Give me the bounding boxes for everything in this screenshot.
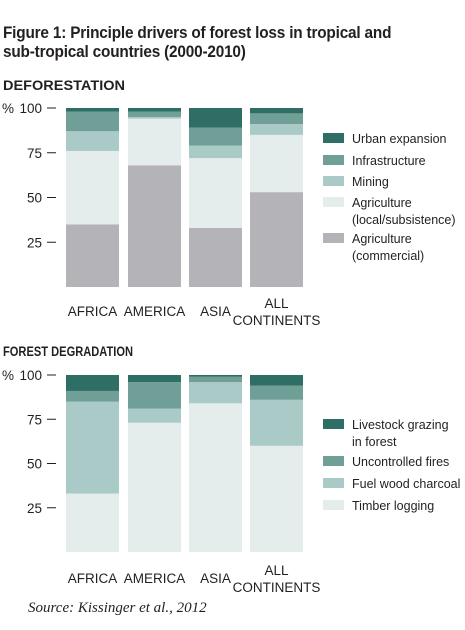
degradation-bar-segment: [66, 401, 119, 494]
deforestation-legend-swatch: [323, 133, 344, 143]
degradation-legend-swatch: [323, 478, 344, 488]
deforestation-category-label: ALL: [264, 296, 289, 311]
degradation-legend-label: Uncontrolled fires: [352, 455, 449, 469]
deforestation-bar-segment: [250, 124, 303, 135]
deforestation-bar-segment: [189, 158, 242, 228]
deforestation-bar-segment: [66, 224, 119, 287]
degradation-ytick-label: 100: [19, 368, 42, 383]
degradation-category-label: CONTINENTS: [233, 580, 321, 595]
degradation-legend-swatch: [323, 456, 344, 466]
deforestation-legend-swatch: [323, 155, 344, 165]
degradation-category-label: ASIA: [200, 571, 231, 586]
deforestation-legend-label: Agriculture: [352, 232, 412, 246]
deforestation-bar-segment: [250, 134, 303, 193]
deforestation-ylabel: %: [2, 101, 14, 116]
deforestation-ytick-label: 25: [27, 235, 42, 250]
deforestation-bar-segment: [189, 145, 242, 159]
deforestation-bar-segment: [189, 227, 242, 287]
deforestation-bar-segment: [189, 108, 242, 128]
deforestation-bar-segment: [189, 127, 242, 146]
degradation-bar-segment: [66, 493, 119, 552]
degradation-bar-segment: [189, 376, 242, 383]
degradation-bar-segment: [250, 399, 303, 446]
degradation-bar-segment: [189, 375, 242, 377]
degradation-bar-segment: [128, 422, 181, 552]
degradation-category-label: AMERICA: [124, 571, 186, 586]
deforestation-bar-segment: [128, 111, 181, 117]
degradation-bar-segment: [250, 375, 303, 386]
degradation-bar-segment: [66, 375, 119, 391]
deforestation-ytick-label: 50: [27, 191, 42, 206]
degradation-bar-segment: [189, 403, 242, 552]
degradation-bar-segment: [128, 382, 181, 409]
degradation-category-label: ALL: [264, 563, 289, 578]
deforestation-legend-label: Mining: [352, 175, 389, 189]
deforestation-bar-segment: [250, 108, 303, 114]
degradation-category-label: AFRICA: [68, 571, 118, 586]
deforestation-ytick-label: 100: [19, 101, 42, 116]
degradation-legend-label: Fuel wood charcoal: [352, 477, 460, 491]
degradation-legend-label: Livestock grazing: [352, 418, 449, 432]
deforestation-bar-segment: [66, 111, 119, 132]
deforestation-legend-label: Urban expansion: [352, 132, 447, 146]
deforestation-legend-label: (local/subsistence): [352, 213, 456, 227]
degradation-ylabel: %: [2, 368, 14, 383]
deforestation-bar-segment: [250, 192, 303, 287]
deforestation-legend-swatch: [323, 197, 344, 207]
degradation-bar-segment: [250, 445, 303, 552]
degradation-ytick-label: 50: [27, 457, 42, 472]
deforestation-bar-segment: [128, 165, 181, 287]
deforestation-legend-swatch: [323, 176, 344, 186]
deforestation-legend-label: Agriculture: [352, 196, 412, 210]
degradation-bar-segment: [250, 385, 303, 400]
deforestation-ytick-label: 75: [27, 146, 42, 161]
degradation-legend-swatch: [323, 500, 344, 510]
degradation-bar-segment: [128, 375, 181, 383]
deforestation-bar-segment: [128, 118, 181, 166]
deforestation-category-label: CONTINENTS: [233, 313, 321, 328]
degradation-bar-segment: [66, 390, 119, 402]
deforestation-category-label: AFRICA: [68, 304, 118, 319]
source-note: Source: Kissinger et al., 2012: [28, 600, 207, 616]
degradation-legend-swatch: [323, 419, 344, 429]
deforestation-legend-label: (commercial): [352, 249, 424, 263]
degradation-panel-title: FOREST DEGRADATION: [3, 344, 133, 359]
deforestation-bar-segment: [128, 116, 181, 119]
deforestation-bar-segment: [66, 150, 119, 225]
deforestation-legend-label: Infrastructure: [352, 154, 426, 168]
deforestation-bar-segment: [250, 113, 303, 125]
figure-title: Figure 1: Principle drivers of forest lo…: [3, 24, 392, 61]
degradation-ytick-label: 75: [27, 412, 42, 427]
degradation-legend-label: Timber logging: [352, 499, 434, 513]
degradation-legend-label: in forest: [352, 435, 397, 449]
degradation-bar-segment: [189, 382, 242, 404]
degradation-ytick-label: 25: [27, 501, 42, 516]
deforestation-bar-segment: [128, 108, 181, 112]
deforestation-bar-segment: [66, 131, 119, 151]
degradation-bar-segment: [128, 408, 181, 423]
deforestation-category-label: AMERICA: [124, 304, 186, 319]
deforestation-bar-segment: [66, 108, 119, 112]
deforestation-legend-swatch: [323, 233, 344, 243]
deforestation-panel-title: DEFORESTATION: [3, 78, 125, 93]
deforestation-category-label: ASIA: [200, 304, 231, 319]
